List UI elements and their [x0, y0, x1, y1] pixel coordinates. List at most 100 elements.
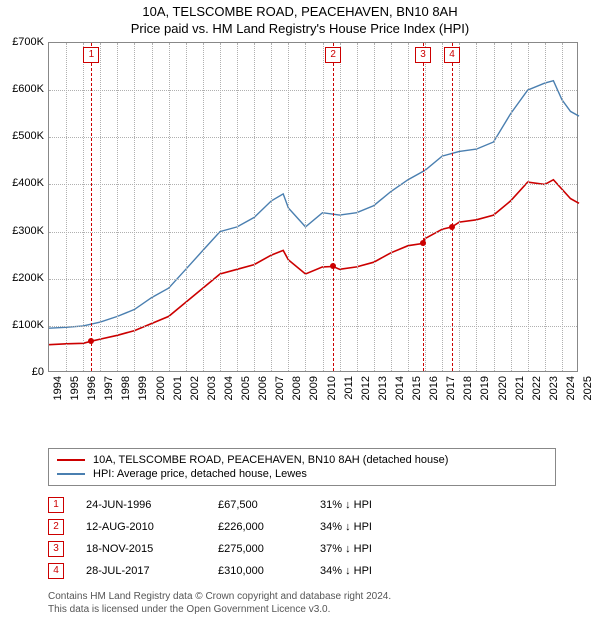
- x-tick-label: 2012: [360, 376, 372, 400]
- x-gridline: [357, 43, 358, 371]
- x-tick-label: 1999: [137, 376, 149, 400]
- x-gridline: [288, 43, 289, 371]
- sales-price: £226,000: [218, 521, 298, 533]
- event-marker: 2: [325, 47, 341, 63]
- chart-container: 10A, TELSCOMBE ROAD, PEACEHAVEN, BN10 8A…: [0, 0, 600, 620]
- sales-marker: 2: [48, 519, 64, 535]
- sales-date: 12-AUG-2010: [86, 521, 196, 533]
- y-tick-label: £100K: [12, 319, 44, 331]
- sales-row: 124-JUN-1996£67,50031% ↓ HPI: [48, 494, 600, 516]
- sales-pct: 34% ↓ HPI: [320, 521, 410, 533]
- sales-pct: 37% ↓ HPI: [320, 543, 410, 555]
- x-tick-label: 2000: [155, 376, 167, 400]
- x-gridline: [408, 43, 409, 371]
- event-marker: 3: [415, 47, 431, 63]
- sales-price: £275,000: [218, 543, 298, 555]
- chart-area: 1234 £0£100K£200K£300K£400K£500K£600K£70…: [48, 42, 578, 402]
- x-gridline: [220, 43, 221, 371]
- x-tick-label: 2023: [548, 376, 560, 400]
- x-tick-label: 2003: [206, 376, 218, 400]
- sales-table: 124-JUN-1996£67,50031% ↓ HPI212-AUG-2010…: [48, 494, 600, 582]
- sale-dot: [88, 338, 94, 344]
- event-marker: 4: [444, 47, 460, 63]
- x-gridline: [254, 43, 255, 371]
- x-tick-label: 2021: [514, 376, 526, 400]
- x-gridline: [66, 43, 67, 371]
- legend-label: HPI: Average price, detached house, Lewe…: [93, 468, 307, 480]
- x-gridline: [305, 43, 306, 371]
- event-line: [452, 43, 453, 371]
- y-tick-label: £600K: [12, 83, 44, 95]
- sales-date: 24-JUN-1996: [86, 499, 196, 511]
- x-gridline: [374, 43, 375, 371]
- sales-pct: 34% ↓ HPI: [320, 565, 410, 577]
- sales-marker: 1: [48, 497, 64, 513]
- x-gridline: [545, 43, 546, 371]
- x-tick-label: 2025: [582, 376, 594, 400]
- x-gridline: [117, 43, 118, 371]
- footer-line1: Contains HM Land Registry data © Crown c…: [48, 590, 600, 603]
- x-tick-label: 2024: [565, 376, 577, 400]
- y-tick-label: £700K: [12, 36, 44, 48]
- legend: 10A, TELSCOMBE ROAD, PEACEHAVEN, BN10 8A…: [48, 448, 556, 486]
- plot-area: 1 2 34: [48, 42, 578, 372]
- footer: Contains HM Land Registry data © Crown c…: [48, 590, 600, 616]
- sales-row: 428-JUL-2017£310,00034% ↓ HPI: [48, 560, 600, 582]
- x-tick-label: 1998: [120, 376, 132, 400]
- x-gridline: [83, 43, 84, 371]
- sales-marker: 4: [48, 563, 64, 579]
- legend-swatch: [57, 473, 85, 475]
- x-tick-label: 2018: [462, 376, 474, 400]
- x-tick-label: 2008: [291, 376, 303, 400]
- x-gridline: [323, 43, 324, 371]
- x-gridline: [476, 43, 477, 371]
- line-svg: [49, 43, 579, 373]
- x-tick-label: 2007: [274, 376, 286, 400]
- sale-dot: [449, 224, 455, 230]
- y-tick-label: £300K: [12, 225, 44, 237]
- x-gridline: [203, 43, 204, 371]
- y-tick-label: £0: [32, 366, 44, 378]
- x-gridline: [459, 43, 460, 371]
- y-gridline: [49, 90, 577, 91]
- x-gridline: [562, 43, 563, 371]
- x-tick-label: 2014: [394, 376, 406, 400]
- sale-dot: [330, 263, 336, 269]
- x-gridline: [442, 43, 443, 371]
- event-marker: 1: [83, 47, 99, 63]
- x-gridline: [100, 43, 101, 371]
- legend-label: 10A, TELSCOMBE ROAD, PEACEHAVEN, BN10 8A…: [93, 454, 448, 466]
- x-tick-label: 2022: [531, 376, 543, 400]
- x-gridline: [237, 43, 238, 371]
- x-tick-label: 2010: [326, 376, 338, 400]
- x-tick-label: 2011: [343, 376, 355, 400]
- x-gridline: [152, 43, 153, 371]
- x-gridline: [186, 43, 187, 371]
- sales-row: 318-NOV-2015£275,00037% ↓ HPI: [48, 538, 600, 560]
- y-tick-label: £400K: [12, 177, 44, 189]
- legend-row: 10A, TELSCOMBE ROAD, PEACEHAVEN, BN10 8A…: [57, 453, 547, 467]
- y-tick-label: £200K: [12, 272, 44, 284]
- x-tick-label: 2005: [240, 376, 252, 400]
- x-gridline: [511, 43, 512, 371]
- x-gridline: [425, 43, 426, 371]
- x-tick-label: 2017: [445, 376, 457, 400]
- event-line: [333, 43, 334, 371]
- y-gridline: [49, 232, 577, 233]
- event-line: [423, 43, 424, 371]
- x-gridline: [528, 43, 529, 371]
- sales-price: £67,500: [218, 499, 298, 511]
- footer-line2: This data is licensed under the Open Gov…: [48, 603, 600, 616]
- x-tick-label: 1995: [69, 376, 81, 400]
- series-property: [49, 180, 579, 345]
- x-tick-label: 1997: [103, 376, 115, 400]
- x-tick-label: 2015: [411, 376, 423, 400]
- x-gridline: [271, 43, 272, 371]
- x-tick-label: 2009: [308, 376, 320, 400]
- y-gridline: [49, 137, 577, 138]
- x-tick-label: 2019: [479, 376, 491, 400]
- sales-date: 28-JUL-2017: [86, 565, 196, 577]
- x-tick-label: 2006: [257, 376, 269, 400]
- x-gridline: [391, 43, 392, 371]
- x-gridline: [134, 43, 135, 371]
